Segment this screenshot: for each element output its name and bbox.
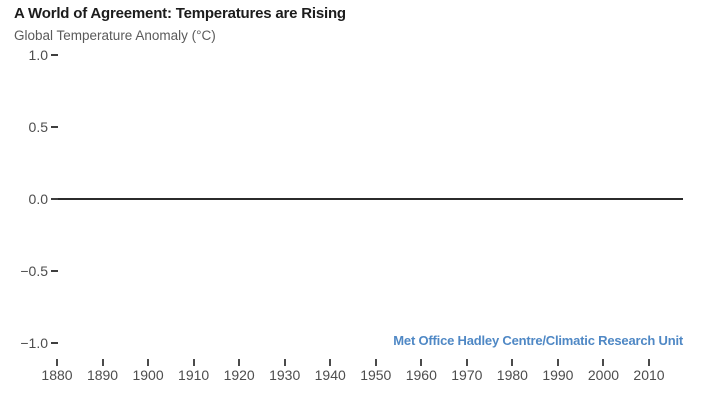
y-tick-mark	[51, 342, 58, 344]
x-tick-label: 1940	[314, 367, 346, 383]
x-tick-mark	[56, 359, 58, 366]
x-tick-mark	[647, 359, 650, 366]
source-attribution: Met Office Hadley Centre/Climatic Resear…	[393, 333, 683, 348]
x-tick-label: 1890	[86, 367, 119, 383]
y-tick-label: 0.0	[28, 191, 48, 207]
x-tick-label: 1880	[41, 367, 73, 383]
y-tick-mark	[51, 126, 58, 128]
zero-baseline-line	[51, 198, 683, 200]
x-tick-mark	[283, 359, 286, 366]
x-tick-label: 2000	[587, 367, 620, 383]
x-tick-mark	[192, 359, 195, 366]
x-tick-mark	[101, 359, 104, 366]
x-tick-label: 1930	[269, 367, 301, 383]
x-tick-label: 1900	[132, 367, 164, 383]
y-tick-mark	[51, 54, 58, 56]
x-tick-label: 1920	[223, 367, 255, 383]
x-tick-label: 1950	[360, 367, 392, 383]
y-tick-label: −1.0	[20, 335, 48, 351]
y-tick-mark	[51, 198, 58, 200]
x-tick-label: 1970	[451, 367, 483, 383]
x-tick-label: 1990	[542, 367, 574, 383]
x-tick-mark	[147, 359, 150, 366]
x-tick-mark	[329, 359, 332, 366]
x-tick-label: 2010	[633, 367, 665, 383]
x-tick-label: 1980	[496, 367, 528, 383]
x-tick-mark	[602, 359, 605, 366]
chart-subtitle: Global Temperature Anomaly (°C)	[14, 28, 216, 43]
x-tick-label: 1960	[405, 367, 437, 383]
x-tick-mark	[420, 359, 423, 366]
y-tick-label: 1.0	[28, 47, 48, 63]
y-tick-label: 0.5	[28, 119, 48, 135]
x-tick-mark	[374, 359, 377, 366]
x-tick-mark	[465, 359, 468, 366]
x-tick-mark	[511, 359, 514, 366]
x-tick-label: 1910	[178, 367, 210, 383]
y-tick-label: −0.5	[20, 263, 48, 279]
x-tick-mark	[556, 359, 559, 366]
chart-title: A World of Agreement: Temperatures are R…	[14, 5, 346, 22]
y-tick-mark	[51, 270, 58, 272]
x-tick-mark	[238, 359, 241, 366]
